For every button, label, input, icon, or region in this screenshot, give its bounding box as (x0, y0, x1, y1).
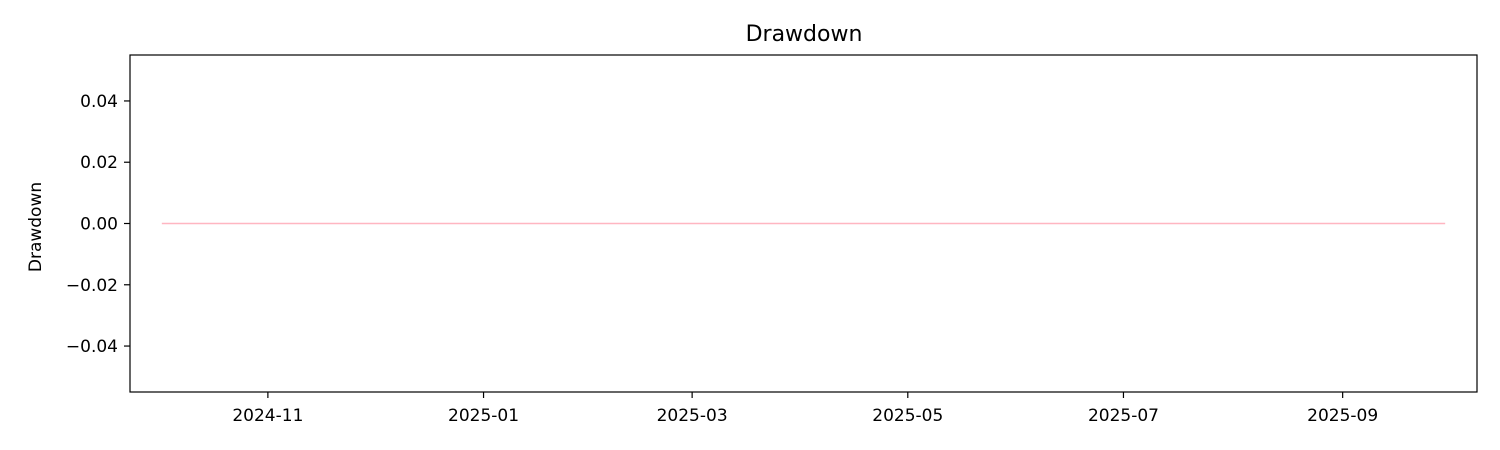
y-tick-label: −0.02 (66, 276, 118, 296)
x-tick-label: 2025-03 (657, 406, 728, 426)
y-axis-label: Drawdown (26, 182, 46, 272)
x-tick-label: 2025-05 (872, 406, 943, 426)
x-tick-label: 2025-01 (448, 406, 519, 426)
x-tick-label: 2025-09 (1307, 406, 1378, 426)
x-axis-ticks: 2024-11 2025-01 2025-03 2025-05 2025-07 2025-… (232, 392, 1378, 426)
x-tick-label: 2025-07 (1088, 406, 1159, 426)
x-tick-label: 2024-11 (232, 406, 303, 426)
y-tick-label: 0.00 (80, 215, 118, 235)
y-axis-ticks: 0.04 0.02 0.00 −0.02 −0.04 (66, 92, 130, 357)
y-tick-label: 0.02 (80, 153, 118, 173)
plot-area-frame (129, 54, 1478, 393)
y-tick-label: 0.04 (80, 92, 118, 112)
y-tick-label: −0.04 (66, 337, 118, 357)
chart-title: Drawdown (746, 22, 863, 47)
